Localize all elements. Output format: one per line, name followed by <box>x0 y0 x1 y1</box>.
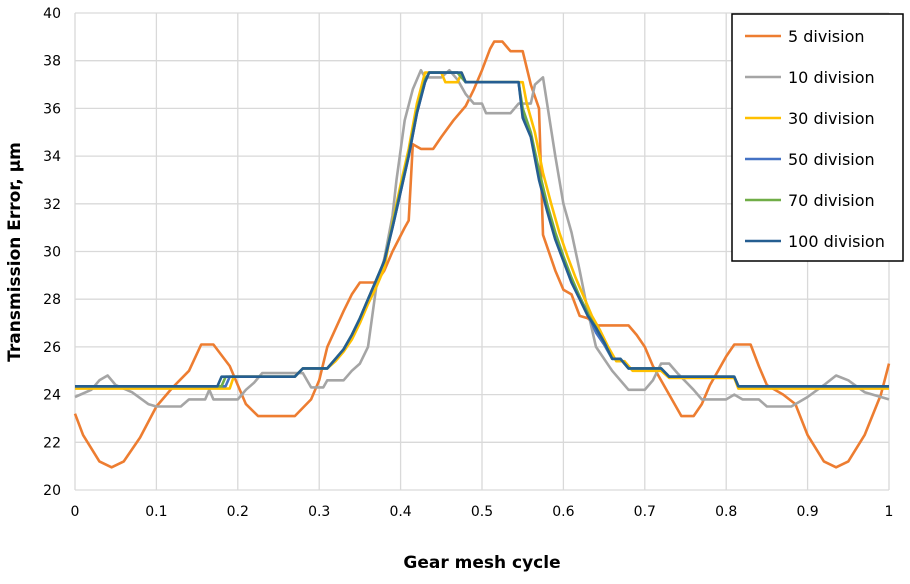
series-line-100-division <box>75 71 889 388</box>
series-lines <box>73 40 891 469</box>
series-line-5-division <box>73 40 891 469</box>
y-tick-label: 38 <box>43 54 61 70</box>
x-tick-label: 0 <box>71 504 80 520</box>
legend-label: 5 division <box>788 27 865 46</box>
y-axis-label: Transmission Error, µm <box>5 142 25 362</box>
y-tick-label: 28 <box>43 292 61 308</box>
y-tick-label: 30 <box>43 245 61 261</box>
y-tick-label: 20 <box>43 483 61 499</box>
y-tick-label: 24 <box>43 388 61 404</box>
x-axis-label: Gear mesh cycle <box>403 553 560 573</box>
legend-label: 100 division <box>788 232 885 251</box>
y-tick-label: 32 <box>43 197 61 213</box>
legend-box <box>731 13 904 262</box>
legend-label: 30 division <box>788 109 875 128</box>
x-tick-label: 0.3 <box>308 504 330 520</box>
x-tick-label: 0.5 <box>471 504 493 520</box>
y-tick-label: 34 <box>43 149 61 165</box>
x-tick-label: 0.1 <box>145 504 167 520</box>
legend: 5 division 10 division 30 division 50 divis… <box>731 13 904 262</box>
legend-label: 70 division <box>788 191 875 210</box>
y-tick-label: 22 <box>43 435 61 451</box>
x-tick-labels: 0 0.1 0.2 0.3 0.4 0.5 0.6 0.7 0.8 0.9 1 <box>71 504 894 520</box>
y-tick-labels: 20 22 24 26 28 30 32 34 36 38 40 <box>43 6 61 499</box>
y-tick-label: 26 <box>43 340 61 356</box>
x-tick-label: 0.4 <box>389 504 411 520</box>
x-tick-label: 0.7 <box>634 504 656 520</box>
x-tick-label: 1 <box>885 504 894 520</box>
x-tick-label: 0.2 <box>227 504 249 520</box>
legend-label: 50 division <box>788 150 875 169</box>
legend-label: 10 division <box>788 68 875 87</box>
x-tick-label: 0.9 <box>796 504 818 520</box>
series-line-10-division <box>74 68 890 408</box>
y-tick-label: 36 <box>43 101 61 117</box>
x-tick-label: 0.8 <box>715 504 737 520</box>
y-tick-label: 40 <box>43 6 61 22</box>
x-tick-label: 0.6 <box>552 504 574 520</box>
